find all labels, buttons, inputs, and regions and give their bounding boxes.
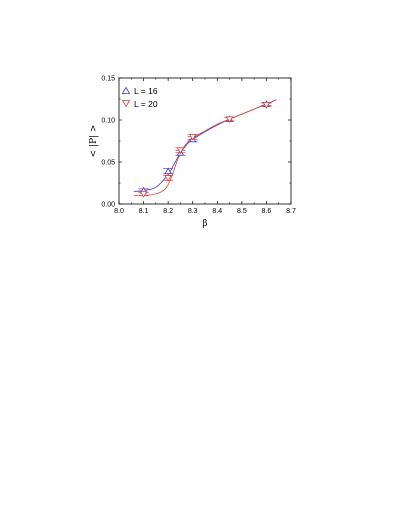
x-tick-label-0: 8.0 <box>114 208 124 215</box>
legend-item-l20: L = 20 <box>121 99 158 109</box>
y-tick-label-0: 0.00 <box>101 202 115 209</box>
data-point-s1-2 <box>175 147 186 155</box>
x-axis-ticks: 8.0 8.1 8.2 8.3 8.4 8.5 8.6 8.7 <box>114 78 296 215</box>
legend-label-l20: L = 20 <box>134 99 158 109</box>
data-point-s1-5 <box>261 102 272 109</box>
fit-curve-0 <box>133 99 277 192</box>
fit-curve-1 <box>133 99 277 197</box>
y-tick-label-3: 0.15 <box>101 76 115 83</box>
fit-curves <box>133 99 277 197</box>
data-point-s1-1 <box>163 175 174 182</box>
x-tick-label-2: 8.2 <box>163 208 173 215</box>
legend-marker-triangle-down <box>121 100 131 108</box>
x-tick-label-6: 8.6 <box>262 208 272 215</box>
data-point-s1-3 <box>187 133 198 141</box>
legend-item-l16: L = 16 <box>121 86 158 96</box>
x-tick-label-5: 8.5 <box>237 208 247 215</box>
y-axis-label: < |P| > <box>89 125 99 158</box>
y-axis-ticks: 0.00 0.05 0.10 0.15 <box>101 76 291 209</box>
plot-frame <box>118 77 292 205</box>
data-points <box>138 100 272 198</box>
y-tick-label-2: 0.10 <box>101 118 115 125</box>
x-tick-label-3: 8.3 <box>188 208 198 215</box>
data-point-s1-0 <box>138 191 149 198</box>
y-tick-label-1: 0.05 <box>101 160 115 167</box>
legend-label-l16: L = 16 <box>134 86 158 96</box>
x-axis-label: β <box>202 219 207 229</box>
x-tick-label-1: 8.1 <box>139 208 149 215</box>
legend-marker-triangle-up <box>121 86 131 94</box>
x-tick-label-4: 8.4 <box>212 208 222 215</box>
legend: L = 16 L = 20 <box>121 86 158 109</box>
data-point-s1-4 <box>224 116 235 123</box>
x-tick-label-7: 8.7 <box>286 208 296 215</box>
data-point-s0-1 <box>163 167 174 175</box>
